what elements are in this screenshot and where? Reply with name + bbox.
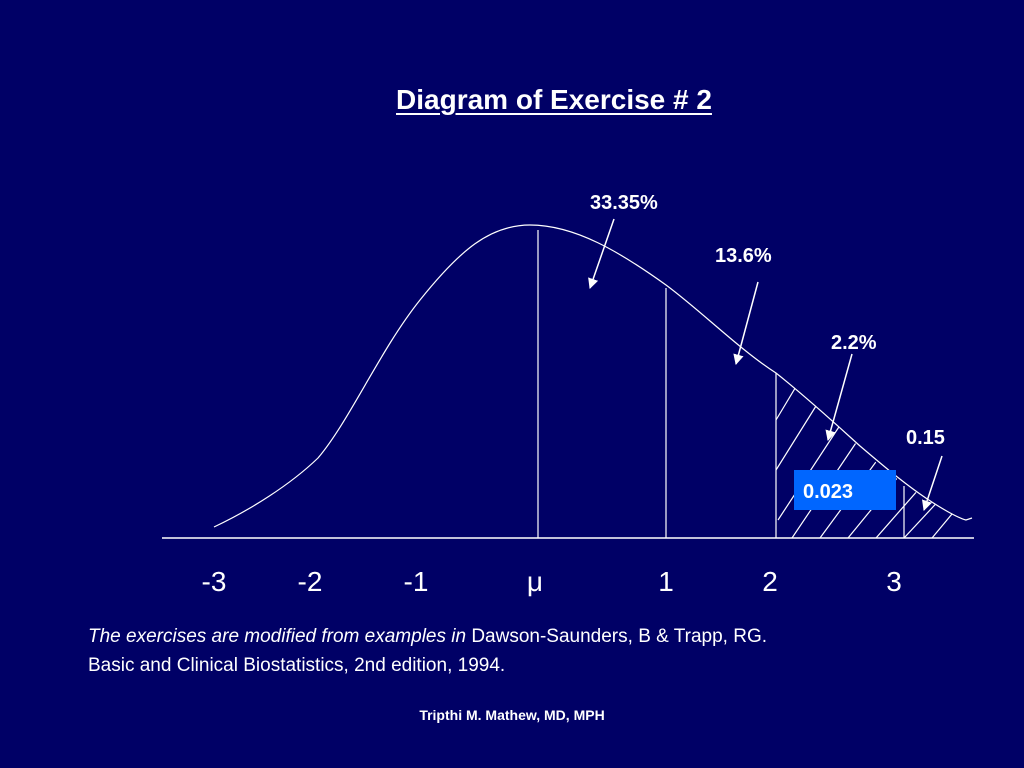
annotation-label-3: 2.2%	[831, 332, 877, 354]
tick-label-neg3: -3	[202, 566, 227, 597]
citation-reference: Dawson-Saunders, B & Trapp, RG. Basic an…	[88, 626, 768, 676]
tick-label-neg2: -2	[298, 566, 323, 597]
slide-title: Diagram of Exercise # 2	[396, 84, 712, 115]
bell-curve	[213, 224, 973, 528]
citation: The exercises are modified from examples…	[88, 622, 808, 680]
annotation-arrow-2	[733, 281, 759, 366]
author-credit: Tripthi M. Mathew, MD, MPH	[419, 707, 605, 723]
tick-label-neg1: -1	[404, 566, 429, 597]
annotation-label-4: 0.15	[906, 427, 945, 449]
annotation-arrow-3	[825, 353, 853, 442]
tail-hatching	[776, 379, 972, 538]
citation-italic: The exercises are modified from examples…	[88, 626, 467, 647]
tick-label-3: 3	[886, 566, 902, 597]
annotation-label-1: 33.35%	[590, 192, 658, 214]
annotation-arrow-1	[588, 218, 615, 289]
annotation-label-2: 13.6%	[715, 245, 772, 267]
annotation-arrow-4	[922, 455, 943, 511]
tick-label-1: 1	[658, 566, 674, 597]
tick-label-2: 2	[762, 566, 778, 597]
highlight-box	[794, 470, 896, 510]
highlight-box-label: 0.023	[803, 481, 853, 503]
tick-label-mu: μ	[527, 566, 543, 597]
